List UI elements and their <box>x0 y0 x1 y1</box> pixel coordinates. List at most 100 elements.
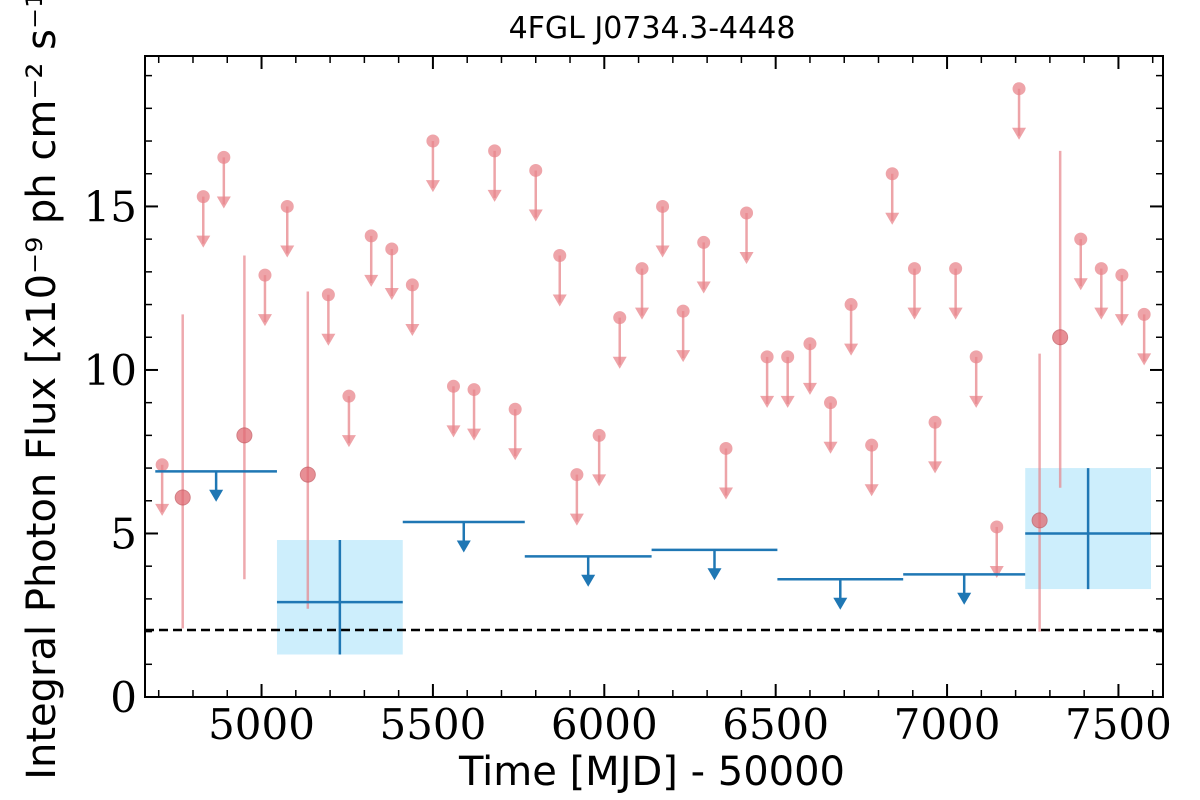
monthly-ul-arrow <box>928 461 943 474</box>
monthly-ul-point <box>990 520 1004 534</box>
x-tick-label: 7500 <box>1065 700 1172 749</box>
monthly-ul-arrow <box>467 428 482 441</box>
monthly-ul-point <box>760 350 774 364</box>
monthly-ul-point <box>803 337 817 351</box>
monthly-ul-point <box>488 144 502 158</box>
plot-frame <box>144 55 1164 698</box>
monthly-ul-point <box>405 278 419 292</box>
monthly-ul-point <box>342 389 356 403</box>
monthly-ul-arrow <box>1114 314 1129 327</box>
monthly-ul-point <box>385 242 399 256</box>
monthly-ul-arrow <box>216 196 231 209</box>
monthly-ul-arrow <box>907 307 922 320</box>
y-tick-label: 5 <box>110 509 137 558</box>
yearly-ul-arrow <box>456 540 471 553</box>
monthly-ul-point <box>217 150 231 164</box>
monthly-ul-arrow <box>446 425 461 438</box>
monthly-ul-arrow <box>487 189 502 202</box>
monthly-ul-point <box>592 428 606 442</box>
monthly-ul-arrow <box>760 395 775 408</box>
monthly-ul-point <box>364 229 378 243</box>
y-tick-label: 15 <box>84 182 137 231</box>
monthly-ul-arrow <box>405 323 420 336</box>
monthly-ul-point <box>613 311 627 325</box>
monthly-ul-point <box>426 134 440 148</box>
monthly-detection-point <box>236 427 253 444</box>
monthly-ul-point <box>529 163 543 177</box>
monthly-ul-point <box>553 248 567 262</box>
monthly-ul-arrow <box>823 441 838 454</box>
monthly-ul-arrow <box>948 307 963 320</box>
monthly-ul-arrow <box>718 487 733 500</box>
monthly-ul-point <box>155 458 169 472</box>
yearly-ul-arrow <box>581 574 596 587</box>
yearly-ul-arrow <box>209 489 224 502</box>
monthly-ul-arrow <box>321 333 336 346</box>
monthly-ul-arrow <box>1094 307 1109 320</box>
monthly-ul-point <box>1074 232 1088 246</box>
monthly-ul-point <box>508 402 522 416</box>
monthly-ul-arrow <box>569 513 584 526</box>
monthly-ul-arrow <box>676 350 691 363</box>
monthly-ul-arrow <box>592 474 607 487</box>
monthly-ul-arrow <box>1137 353 1152 366</box>
monthly-ul-arrow <box>384 288 399 301</box>
monthly-ul-arrow <box>739 252 754 265</box>
monthly-detection-point <box>299 466 316 483</box>
monthly-ul-arrow <box>989 565 1004 578</box>
monthly-ul-point <box>697 235 711 249</box>
monthly-ul-arrow <box>196 235 211 248</box>
monthly-ul-arrow <box>528 209 543 222</box>
yearly-ul-arrow <box>957 592 972 605</box>
monthly-ul-arrow <box>655 245 670 258</box>
monthly-ul-arrow <box>844 343 859 356</box>
monthly-ul-point <box>885 167 899 181</box>
monthly-ul-point <box>907 262 921 276</box>
monthly-ul-point <box>1115 268 1129 282</box>
monthly-ul-point <box>781 350 795 364</box>
monthly-ul-arrow <box>1073 278 1088 291</box>
monthly-ul-point <box>676 304 690 318</box>
y-tick-label: 0 <box>110 673 137 722</box>
x-tick-label: 7000 <box>894 700 1001 749</box>
monthly-ul-point <box>740 206 754 220</box>
y-tick-label: 10 <box>84 346 137 395</box>
monthly-ul-arrow <box>780 395 795 408</box>
monthly-ul-point <box>844 298 858 312</box>
monthly-ul-point <box>656 199 670 213</box>
x-tick-label: 5500 <box>379 700 486 749</box>
monthly-ul-point <box>865 438 879 452</box>
monthly-ul-arrow <box>508 448 523 461</box>
monthly-ul-point <box>969 350 983 364</box>
monthly-ul-point <box>321 288 335 302</box>
monthly-ul-arrow <box>341 435 356 448</box>
monthly-ul-point <box>446 379 460 393</box>
monthly-ul-arrow <box>552 294 567 307</box>
monthly-ul-arrow <box>1012 127 1027 140</box>
monthly-points <box>155 82 1152 632</box>
monthly-ul-point <box>570 468 584 482</box>
axis-ticks <box>145 56 1163 698</box>
monthly-ul-arrow <box>280 245 295 258</box>
monthly-ul-arrow <box>696 281 711 294</box>
y-axis-label: Integral Photon Flux [x10⁻⁹ ph cm⁻² s⁻¹] <box>19 0 65 780</box>
monthly-ul-arrow <box>635 307 650 320</box>
monthly-ul-arrow <box>969 395 984 408</box>
monthly-ul-arrow <box>155 503 170 516</box>
yearly-ul-arrow <box>707 568 722 581</box>
monthly-ul-point <box>280 199 294 213</box>
chart-title: 4FGL J0734.3-4448 <box>509 11 796 46</box>
monthly-ul-point <box>258 268 272 282</box>
x-axis-label: Time [MJD] - 50000 <box>458 749 845 795</box>
monthly-ul-arrow <box>885 212 900 225</box>
monthly-detection-point <box>174 489 191 506</box>
monthly-ul-point <box>719 441 733 455</box>
monthly-ul-point <box>635 262 649 276</box>
monthly-ul-arrow <box>802 382 817 395</box>
monthly-ul-point <box>928 415 942 429</box>
x-tick-label: 6500 <box>722 700 829 749</box>
monthly-ul-point <box>824 396 838 410</box>
monthly-ul-arrow <box>612 356 627 369</box>
monthly-ul-point <box>949 262 963 276</box>
